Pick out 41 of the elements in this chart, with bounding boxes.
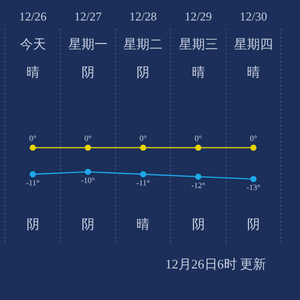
x-tick-label: 12/29 [184, 9, 212, 24]
x-tick-label: 12/28 [129, 9, 157, 24]
x-tick-label: 12/30 [240, 9, 268, 24]
data-label: -10° [81, 176, 95, 185]
text: 星期二 [124, 36, 163, 52]
data-label: -11° [26, 178, 40, 188]
data-label: 0° [29, 134, 36, 143]
text: 12月26日6时 更新 [165, 256, 266, 272]
point [250, 176, 257, 182]
point [84, 144, 92, 151]
data-label: -12° [191, 180, 206, 190]
point [84, 168, 92, 175]
x-tick-label: 12/26 [19, 9, 46, 24]
point [140, 144, 146, 151]
text: 阴 [192, 216, 205, 232]
text: 今天 [20, 36, 46, 52]
data-label: 0° [194, 134, 202, 143]
point [250, 144, 257, 151]
text: 星期一 [68, 36, 108, 52]
x-tick-label: 12/27 [74, 9, 102, 24]
text: 阴 [81, 216, 94, 232]
text: 晴 [136, 216, 150, 232]
data-label: -11° [136, 178, 150, 188]
text: 阴 [246, 216, 260, 232]
text: 星期三 [178, 36, 218, 52]
data-label: 0° [84, 134, 92, 143]
point [30, 144, 36, 151]
data-label: 0° [140, 134, 147, 143]
point [195, 174, 202, 180]
text: 晴 [192, 64, 205, 80]
point [195, 144, 202, 151]
text: 晴 [246, 64, 260, 80]
text: 阴 [81, 64, 94, 80]
text: 星期四 [234, 36, 273, 52]
point [140, 171, 146, 178]
text: 阴 [26, 216, 40, 232]
text: 晴 [26, 64, 40, 80]
data-label: 0° [250, 134, 258, 143]
text: 阴 [136, 64, 150, 80]
data-label: -13° [246, 183, 260, 192]
point [30, 171, 36, 178]
